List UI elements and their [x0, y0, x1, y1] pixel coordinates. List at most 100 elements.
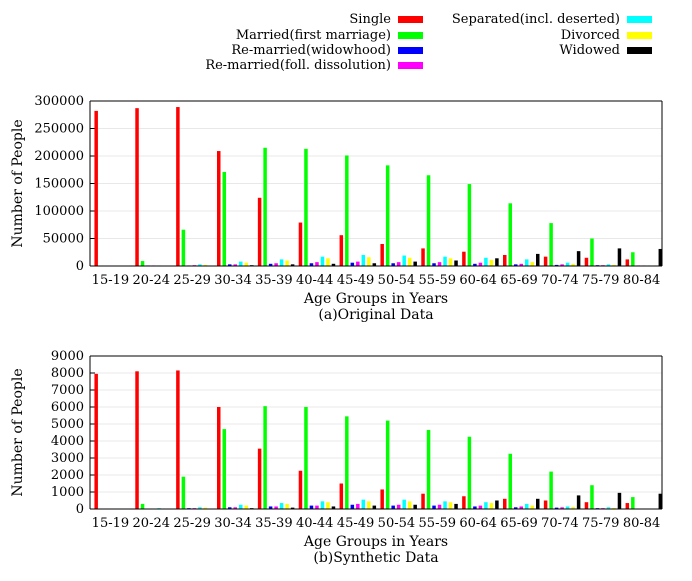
bar [285, 260, 289, 266]
bar [489, 259, 494, 266]
bar [489, 503, 494, 509]
bar [426, 175, 431, 266]
bar [402, 255, 406, 266]
bar [454, 503, 458, 509]
legend-label: Single [349, 12, 391, 27]
bar [356, 503, 360, 509]
y-tick-label: 300000 [34, 94, 84, 109]
bar [263, 406, 267, 509]
bar [244, 505, 248, 509]
bar [525, 503, 529, 509]
bar [94, 373, 98, 509]
bar [606, 507, 611, 509]
bar [508, 453, 512, 509]
x-tick-label: 45-49 [337, 273, 374, 288]
bar [320, 256, 325, 266]
bar [612, 507, 616, 509]
bar [285, 503, 289, 509]
y-tick-label: 50000 [43, 232, 84, 247]
bar [339, 483, 344, 509]
y-tick-label: 250000 [34, 122, 84, 137]
bar [606, 264, 611, 266]
bar [345, 416, 349, 509]
bar [274, 263, 278, 266]
legend: Single Married(first marriage) Re-marrie… [205, 12, 652, 73]
x-tick-label: 55-59 [419, 516, 456, 531]
legend-swatch [627, 47, 652, 54]
x-tick-label: 65-69 [500, 516, 537, 531]
y-axis-label: Number of People [10, 119, 26, 247]
bar [339, 235, 344, 266]
legend-swatch [398, 47, 423, 54]
y-tick-label: 100000 [34, 204, 84, 219]
bar [467, 436, 472, 509]
bar [554, 507, 559, 509]
bar [345, 155, 349, 266]
bar [448, 502, 453, 509]
bar [181, 229, 186, 266]
x-tick-label: 35-39 [255, 273, 292, 288]
bar [315, 505, 319, 509]
y-tick-label: 4000 [51, 434, 84, 449]
bar [309, 505, 314, 509]
bar [385, 420, 390, 509]
bar [279, 503, 284, 509]
x-tick-label: 70-74 [541, 273, 578, 288]
bar [244, 262, 248, 266]
bar [584, 502, 589, 509]
figure-caption: (a)Original Data [318, 307, 433, 323]
bar [391, 263, 395, 266]
y-tick-label: 8000 [51, 366, 84, 381]
bar [176, 107, 180, 266]
bar [263, 147, 267, 266]
bar [590, 238, 594, 266]
y-tick-label: 150000 [34, 177, 84, 192]
y-tick-label: 2000 [51, 468, 84, 483]
bar [421, 248, 425, 266]
bar [268, 263, 273, 266]
bar [525, 259, 529, 266]
bar [571, 263, 575, 266]
x-tick-label: 55-59 [419, 273, 456, 288]
x-tick-label: 30-34 [214, 516, 251, 531]
figure-caption: (b)Synthetic Data [313, 550, 438, 566]
bar [257, 197, 262, 266]
bar [135, 108, 139, 267]
legend-label: Divorced [561, 28, 620, 43]
bar [478, 505, 483, 509]
bars [94, 107, 663, 267]
x-tick-label: 40-44 [296, 273, 333, 288]
bar [473, 263, 477, 266]
y-tick-label: 7000 [51, 383, 84, 398]
bars [94, 370, 663, 510]
bar [239, 504, 243, 509]
bar [140, 261, 145, 266]
bar [304, 148, 308, 266]
bar [320, 501, 325, 509]
bar [612, 264, 616, 266]
x-tick-label: 75-79 [582, 273, 619, 288]
bar [443, 256, 447, 266]
bar [198, 507, 202, 509]
x-tick-label: 25-29 [173, 273, 210, 288]
bar [331, 263, 336, 266]
bar [421, 493, 425, 509]
bar [94, 110, 98, 267]
bar [503, 498, 507, 509]
y-tick-label: 6000 [51, 400, 84, 415]
bar [631, 497, 635, 509]
bar [478, 262, 483, 266]
legend-label: Separated(incl. deserted) [452, 12, 620, 27]
bar [350, 504, 355, 509]
bar [413, 261, 417, 266]
bar [298, 222, 303, 266]
bar [462, 496, 466, 509]
bar [503, 255, 507, 266]
bar [203, 507, 208, 509]
bar [350, 262, 355, 266]
legend-swatch [398, 16, 423, 23]
x-tick-label: 15-19 [92, 516, 129, 531]
chart-panel-synthetic: 0 1000 2000 3000 4000 5000 6000 7000 8000 9000 15-… [10, 349, 663, 566]
bar [239, 261, 243, 266]
